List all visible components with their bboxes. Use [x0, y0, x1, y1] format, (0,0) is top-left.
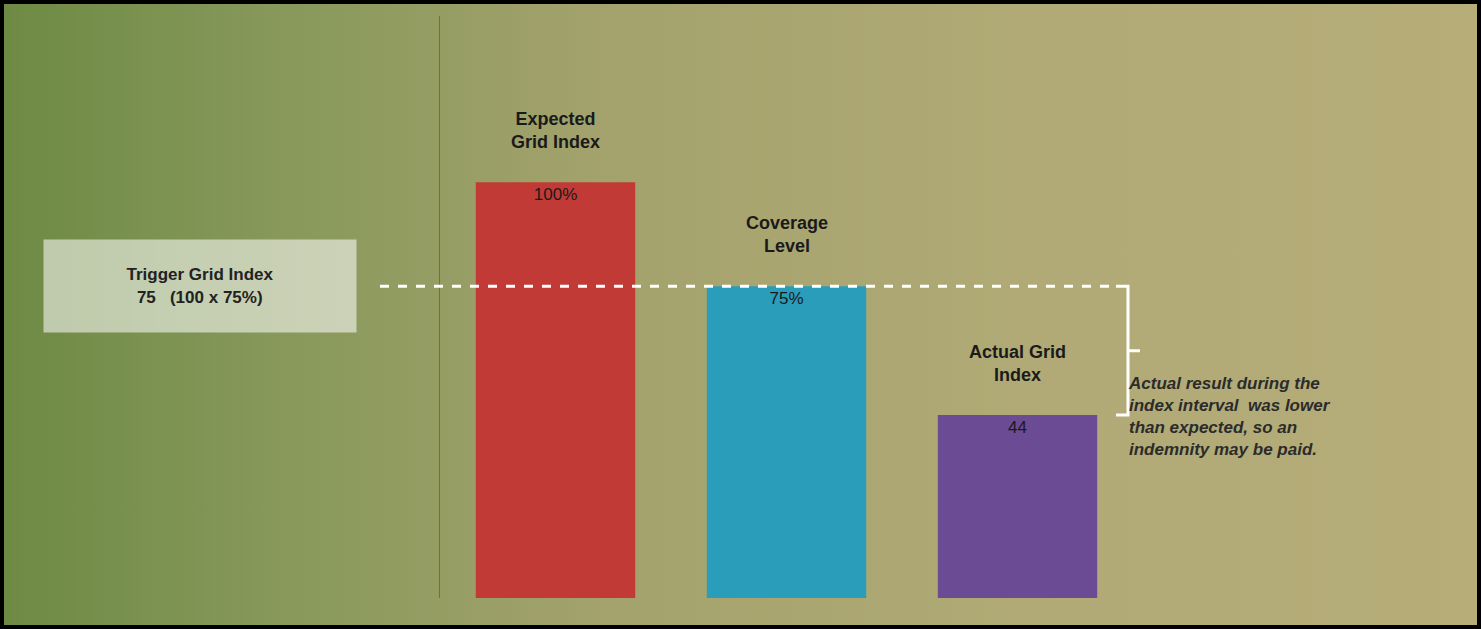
- svg-text:ExpectedGrid Index: ExpectedGrid Index: [511, 109, 600, 152]
- svg-text:100%: 100%: [534, 185, 577, 204]
- svg-text:Actual GridIndex: Actual GridIndex: [969, 342, 1066, 385]
- svg-text:44: 44: [1008, 418, 1027, 437]
- svg-text:Actual result during theindex: Actual result during theindex interval w…: [1128, 374, 1331, 459]
- svg-text:Trigger Grid Index75 (100 x: Trigger Grid Index75 (100 x 75%): [127, 265, 274, 306]
- svg-text:75%: 75%: [769, 289, 803, 308]
- svg-text:CoverageLevel: CoverageLevel: [746, 213, 828, 256]
